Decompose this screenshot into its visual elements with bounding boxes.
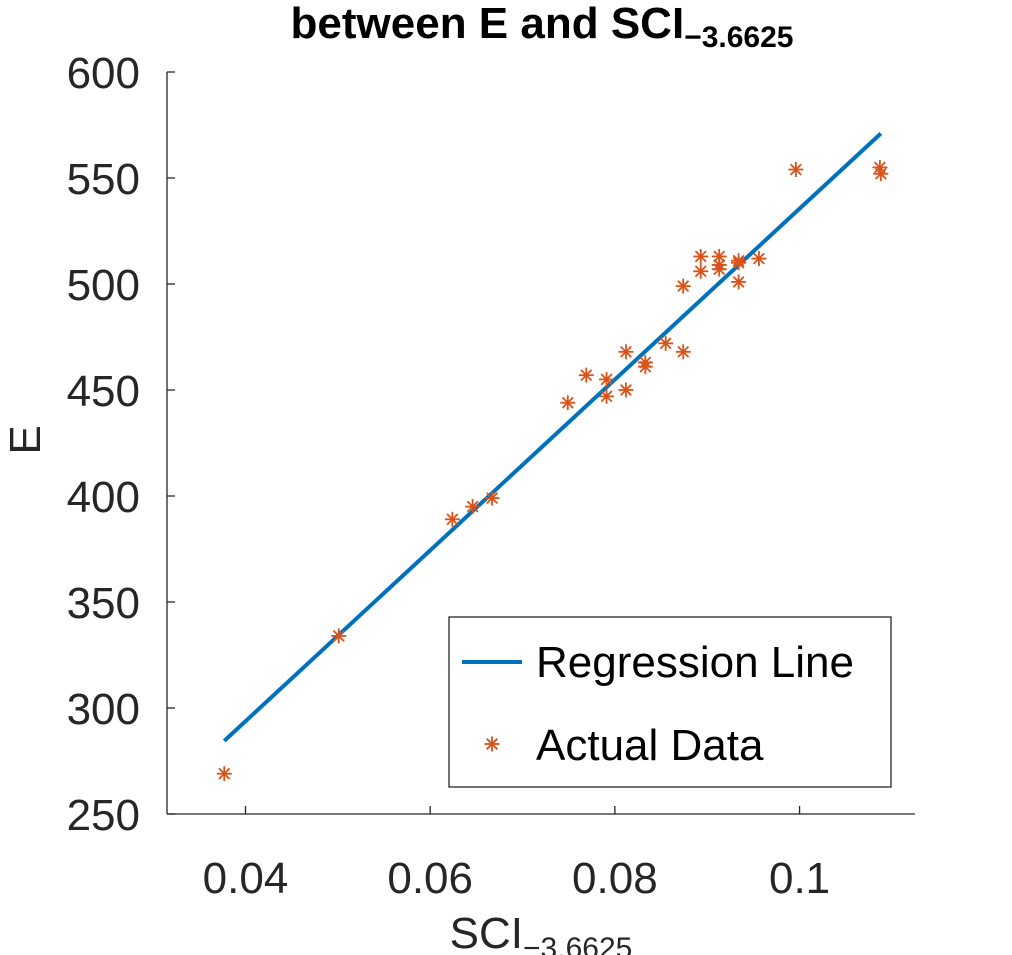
chart-title-subscript: −3.6625 — [684, 21, 793, 54]
legend-box — [448, 616, 892, 788]
data-point — [693, 248, 709, 264]
data-point — [216, 766, 232, 782]
y-tick-label: 350 — [67, 579, 140, 628]
data-point — [618, 344, 634, 360]
data-point — [658, 335, 674, 351]
data-point — [675, 344, 691, 360]
y-tick-label: 450 — [67, 367, 140, 416]
y-ticks: 250 300 350 400 450 500 550 600 — [67, 49, 175, 840]
data-point — [788, 162, 804, 178]
data-point — [331, 628, 347, 644]
y-tick-label: 400 — [67, 473, 140, 522]
data-point — [599, 371, 615, 387]
regression-line-series — [222, 132, 883, 743]
data-point — [751, 251, 767, 267]
data-point — [693, 263, 709, 279]
y-axis-label: E — [1, 425, 50, 454]
data-point — [444, 511, 460, 527]
x-tick-label: 0.06 — [387, 854, 473, 903]
data-point — [599, 388, 615, 404]
x-ticks: 0.04 0.06 0.08 0.1 — [203, 806, 830, 903]
y-tick-label: 500 — [67, 261, 140, 310]
data-point — [675, 278, 691, 294]
data-point — [484, 490, 500, 506]
data-point — [637, 359, 653, 375]
data-point — [711, 261, 727, 277]
legend-label-actual-data: Actual Data — [536, 721, 764, 770]
actual-data-series — [216, 159, 889, 782]
legend-marker — [484, 736, 500, 752]
data-point — [618, 382, 634, 398]
chart-title-main: between E and SCI — [291, 0, 685, 48]
legend-swatch-actual-data — [484, 736, 500, 752]
x-axis-label-subscript: −3.6625 — [523, 932, 632, 955]
x-axis-label-main: SCI — [450, 909, 523, 955]
legend: Regression Line Actual Data — [448, 616, 892, 788]
chart-title: between E and SCI−3.6625 — [291, 0, 794, 54]
y-tick-label: 600 — [67, 49, 140, 98]
data-point — [465, 499, 481, 515]
data-point — [711, 248, 727, 264]
x-tick-label: 0.08 — [572, 854, 658, 903]
data-point — [873, 166, 889, 182]
y-tick-label: 550 — [67, 155, 140, 204]
y-tick-label: 250 — [67, 791, 140, 840]
y-tick-label: 300 — [67, 685, 140, 734]
data-point — [560, 395, 576, 411]
data-point — [578, 367, 594, 383]
x-axis-label: SCI−3.6625 — [450, 909, 633, 955]
x-tick-label: 0.1 — [769, 854, 830, 903]
data-point — [731, 255, 747, 271]
regression-line — [222, 132, 883, 743]
legend-label-regression-line: Regression Line — [536, 638, 854, 687]
data-point — [731, 274, 747, 290]
x-tick-label: 0.04 — [203, 854, 289, 903]
